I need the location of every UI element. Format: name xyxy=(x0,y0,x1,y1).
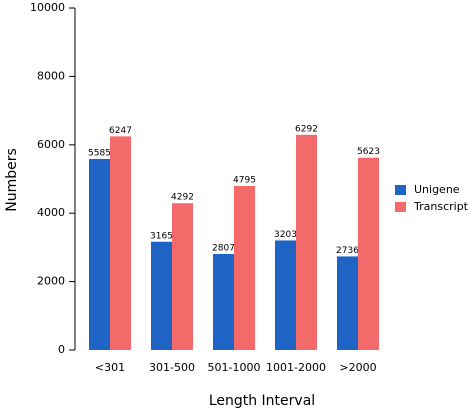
legend-label: Transcript xyxy=(413,200,469,213)
bar xyxy=(172,203,193,350)
bar xyxy=(275,240,296,350)
x-tick-label: 301-500 xyxy=(149,361,195,374)
x-axis-label: Length Interval xyxy=(209,393,315,409)
y-tick-label: 2000 xyxy=(37,275,65,288)
y-tick-label: 8000 xyxy=(37,69,65,82)
legend-swatch xyxy=(395,185,406,195)
x-tick-label: <301 xyxy=(95,361,125,374)
x-tick-label: 501-1000 xyxy=(208,361,261,374)
value-label: 4795 xyxy=(233,176,256,186)
legend-swatch xyxy=(395,202,406,212)
value-label: 6292 xyxy=(295,124,318,134)
legend-label: Unigene xyxy=(414,183,460,196)
value-label: 2807 xyxy=(212,244,235,254)
y-tick-label: 10000 xyxy=(30,1,65,14)
y-tick-label: 4000 xyxy=(37,206,65,219)
bar xyxy=(337,256,358,350)
y-tick-label: 6000 xyxy=(37,138,65,151)
value-label: 3165 xyxy=(150,231,173,241)
y-tick-label: 0 xyxy=(58,343,65,356)
value-label: 5585 xyxy=(88,148,111,158)
value-label: 5623 xyxy=(357,147,380,157)
value-label: 6247 xyxy=(109,126,132,136)
value-label: 3203 xyxy=(274,230,297,240)
bar xyxy=(296,134,317,350)
x-tick-label: 1001-2000 xyxy=(266,361,326,374)
value-label: 4292 xyxy=(171,193,194,203)
x-tick-label: >2000 xyxy=(339,361,376,374)
bar xyxy=(110,136,131,350)
bar xyxy=(151,241,172,350)
y-axis-label: Numbers xyxy=(4,148,20,212)
value-label: 2736 xyxy=(336,246,359,256)
bar xyxy=(89,158,110,350)
bar xyxy=(358,157,379,350)
bar xyxy=(234,186,255,350)
bar xyxy=(213,254,234,350)
